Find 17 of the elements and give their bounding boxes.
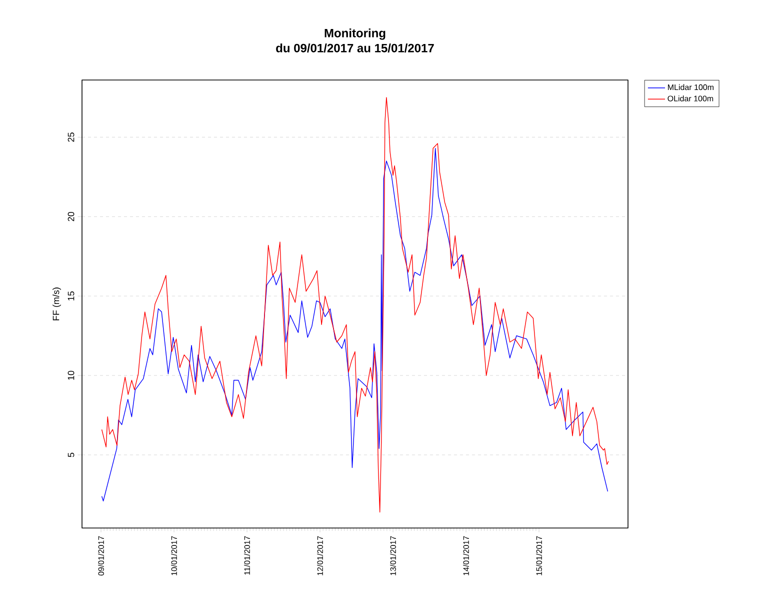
y-tick-label: 5 [68, 452, 74, 458]
x-tick-label: 13/01/2017 [390, 536, 396, 576]
y-tick-label: 10 [68, 370, 74, 380]
legend-label: MLidar 100m [668, 84, 714, 90]
y-axis-title: FF (m/s) [52, 288, 61, 320]
chart-title: Monitoring [324, 28, 386, 40]
chart-subtitle: du 09/01/2017 au 15/01/2017 [276, 44, 434, 52]
y-tick-label: 25 [68, 132, 74, 142]
x-tick-label: 10/01/2017 [171, 536, 177, 576]
legend-label: OLidar 100m [668, 95, 714, 102]
x-tick-label: 14/01/2017 [463, 536, 469, 576]
y-tick-label: 20 [68, 212, 74, 222]
x-tick-label: 11/01/2017 [244, 536, 250, 575]
x-tick-label: 15/01/2017 [536, 536, 542, 576]
y-tick-label: 15 [68, 291, 74, 300]
x-tick-label: 12/01/2017 [317, 536, 323, 576]
x-tick-label: 09/01/2017 [98, 536, 104, 576]
